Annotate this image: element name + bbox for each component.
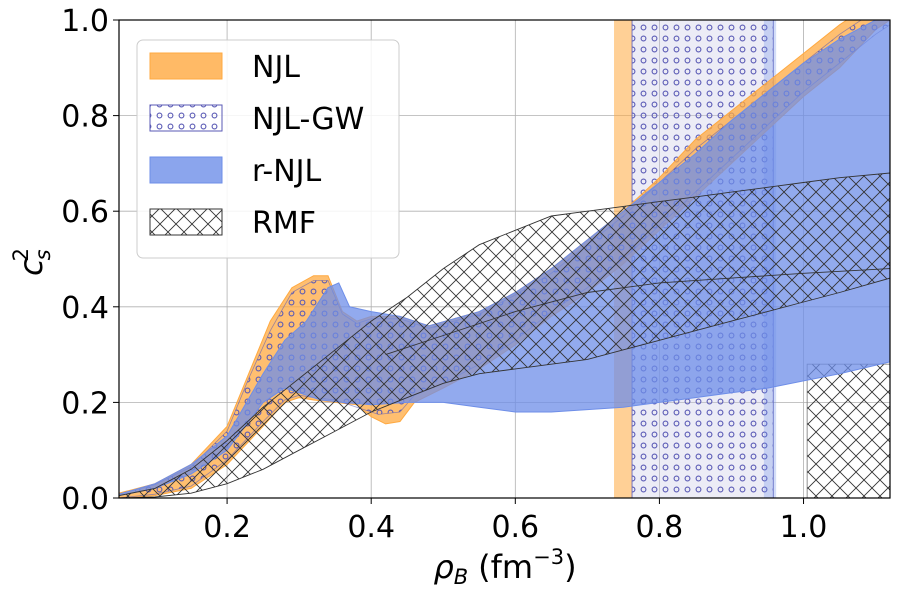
- legend-swatch-njl: [149, 52, 223, 80]
- legend-swatch-rmf: [149, 208, 223, 236]
- y-tick-label-0: 0.0: [61, 482, 109, 517]
- legend-frame: [136, 39, 400, 259]
- axes-frame: [118, 19, 891, 499]
- y-tick-label-1: 0.2: [61, 386, 109, 421]
- x-tick-label-1: 0.4: [347, 510, 395, 545]
- legend-label-r-njl: r-NJL: [252, 154, 322, 189]
- x-tick-label-0: 0.2: [203, 510, 251, 545]
- legend-swatch-r-njl: [149, 156, 223, 184]
- x-tick-label-2: 0.6: [491, 510, 539, 545]
- y-tick-label-5: 1.0: [61, 4, 109, 39]
- y-tick-label-4: 0.8: [61, 100, 109, 135]
- plot-area: [119, 20, 890, 498]
- x-tick-label-4: 1.0: [780, 510, 828, 545]
- legend-label-njl: NJL: [252, 50, 300, 85]
- y-axis-label: cs2: [9, 248, 55, 276]
- x-axis-label: ρB (fm−3): [433, 545, 576, 589]
- vertical-band-rmf: [806, 363, 890, 498]
- ticks: 0.2 0.4 0.6 0.8 1.0 0.0 0.2 0.4 0.6 0.8 1.0: [61, 4, 827, 545]
- legend: NJL NJL-GW r-NJL RMF: [136, 39, 400, 259]
- legend-label-njl-gw: NJL-GW: [252, 102, 364, 137]
- x-tick-label-3: 0.8: [636, 510, 684, 545]
- band-rmf-inner-edge: [385, 268, 890, 356]
- legend-label-rmf: RMF: [252, 206, 316, 241]
- y-tick-label-3: 0.6: [61, 195, 109, 230]
- legend-swatch-njl-gw: [149, 104, 223, 132]
- y-tick-label-2: 0.4: [61, 291, 109, 326]
- band-rmf: [119, 172, 890, 498]
